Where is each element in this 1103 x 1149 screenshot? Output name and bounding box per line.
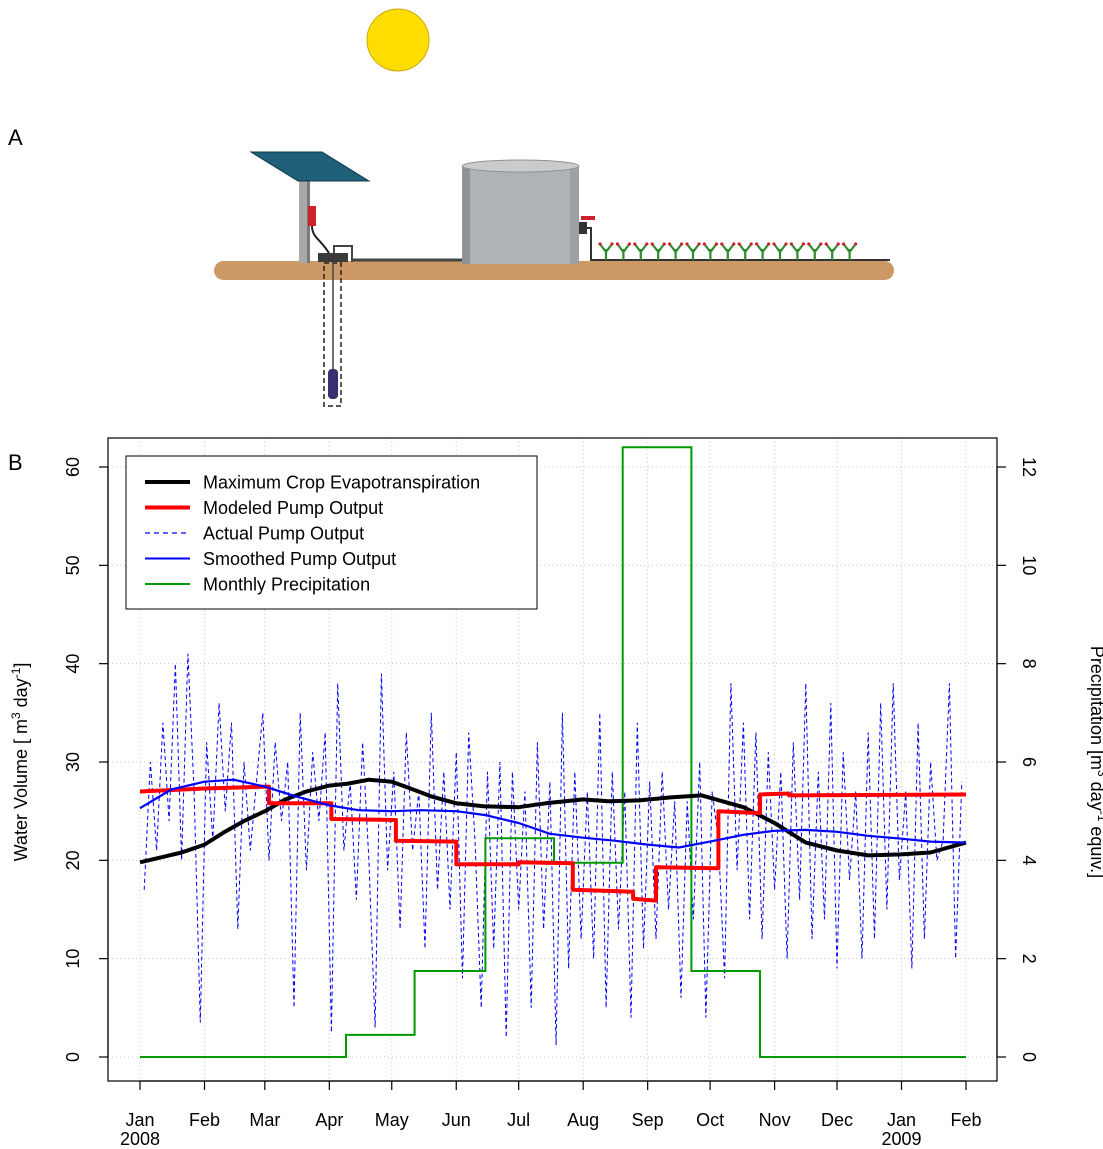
y2-tick-label: 0 [1019,1052,1039,1062]
y2-tick-label: 8 [1019,659,1039,669]
y2-tick-label: 12 [1019,457,1039,477]
x-tick-label: Feb [950,1110,981,1130]
series-modeled-pump-output [139,784,967,903]
x-tick-label: Nov [759,1110,791,1130]
y2-tick-label: 2 [1019,954,1039,964]
y-tick-label: 20 [63,850,83,870]
y-tick-label: 50 [63,555,83,575]
x-tick-year-label: 2008 [120,1129,160,1149]
crop-plant-icon [824,242,840,261]
crop-plant-icon [789,242,806,261]
y2-tick-label: 6 [1019,757,1039,767]
crop-plant-icon [633,242,649,261]
x-tick-label: Apr [315,1110,343,1130]
crop-plant-icon [598,242,614,261]
crop-plant-icon [772,242,788,261]
crop-plant-icon [615,242,632,261]
legend-label: Modeled Pump Output [203,498,383,518]
x-tick-label: Mar [249,1110,280,1130]
panel-label-b: B [8,450,23,475]
solar-panel-icon [249,151,371,263]
crop-plant-icon [685,242,701,261]
crop-plant-icon [807,242,823,261]
crop-plant-icon [737,242,753,261]
x-tick-label: Jan [125,1110,154,1130]
legend-label: Monthly Precipitation [203,575,370,595]
crop-plant-icon [720,242,736,261]
x-tick-label: Sep [632,1110,664,1130]
water-tank-icon [461,159,580,264]
x-tick-year-label: 2009 [881,1129,921,1149]
y-tick-label: 10 [63,949,83,969]
legend-label: Maximum Crop Evapotranspiration [203,473,480,493]
x-tick-label: Jul [507,1110,530,1130]
x-tick-label: Jan [887,1110,916,1130]
x-tick-label: Dec [821,1110,853,1130]
crop-plant-icon [668,242,684,261]
x-tick-label: May [375,1110,409,1130]
x-tick-label: Jun [442,1110,471,1130]
crop-plant-icon [755,242,771,261]
sun-icon [366,8,430,72]
series-layer [139,446,967,1058]
legend-label: Actual Pump Output [203,524,364,544]
legend-label: Smoothed Pump Output [203,549,396,569]
crop-row [598,242,858,261]
y2-tick-label: 10 [1019,555,1039,575]
valve-icon [579,216,890,261]
crop-plant-icon [702,242,719,261]
y2-axis-title: Precipitation [m3 day-1 equiv.] [1087,646,1103,878]
y-tick-label: 30 [63,752,83,772]
y-tick-label: 60 [63,457,83,477]
x-tick-label: Feb [189,1110,220,1130]
series-smoothed-pump-output [139,778,967,849]
panel-label-a: A [8,125,23,150]
series-max-crop-et [139,777,967,865]
y-tick-label: 0 [63,1052,83,1062]
pump-icon [318,245,353,407]
x-tick-label: Oct [696,1110,724,1130]
irrigation-diagram [214,8,894,407]
y2-tick-label: 4 [1019,855,1039,865]
y-axis-title: Water Volume [ m3 day-1] [9,663,31,862]
y-tick-label: 40 [63,654,83,674]
legend: Maximum Crop Evapotranspiration Modeled P… [125,455,538,610]
series-actual-pump-output [143,653,963,1046]
crop-plant-icon [650,242,666,261]
ground [214,261,894,280]
crop-plant-icon [842,242,858,261]
x-tick-label: Aug [567,1110,599,1130]
legend-box [125,455,538,610]
